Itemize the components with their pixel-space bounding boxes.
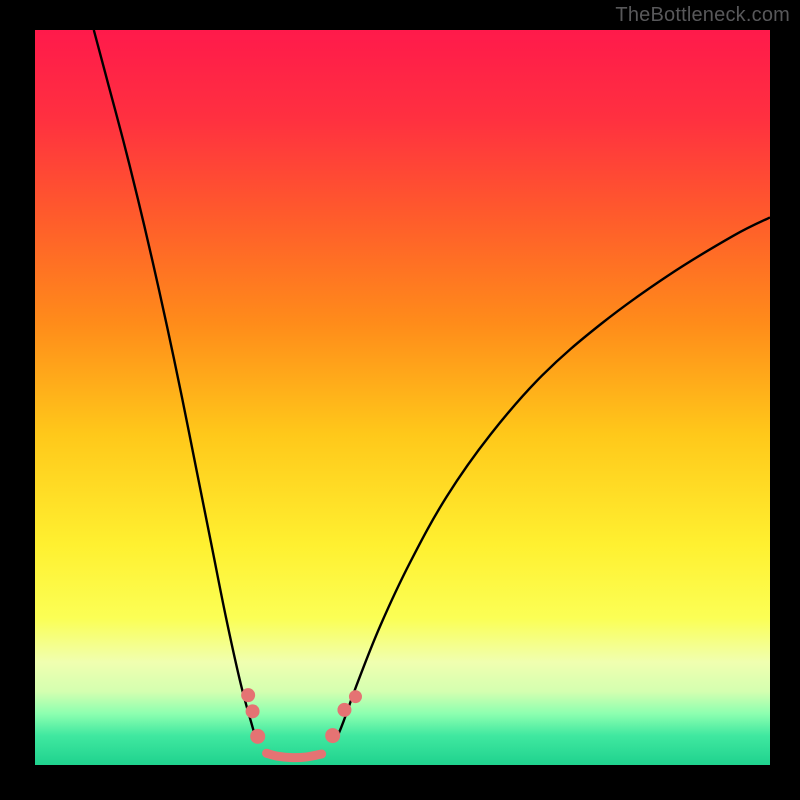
marker-point xyxy=(246,704,260,718)
marker-point xyxy=(337,703,351,717)
bottleneck-chart xyxy=(0,0,800,800)
curve-valley-floor xyxy=(267,753,322,757)
marker-point xyxy=(241,688,255,702)
marker-point xyxy=(250,729,265,744)
chart-stage: TheBottleneck.com xyxy=(0,0,800,800)
marker-point xyxy=(325,728,340,743)
watermark-text: TheBottleneck.com xyxy=(615,4,790,27)
chart-plot-bg xyxy=(35,30,770,765)
marker-point xyxy=(349,690,362,703)
